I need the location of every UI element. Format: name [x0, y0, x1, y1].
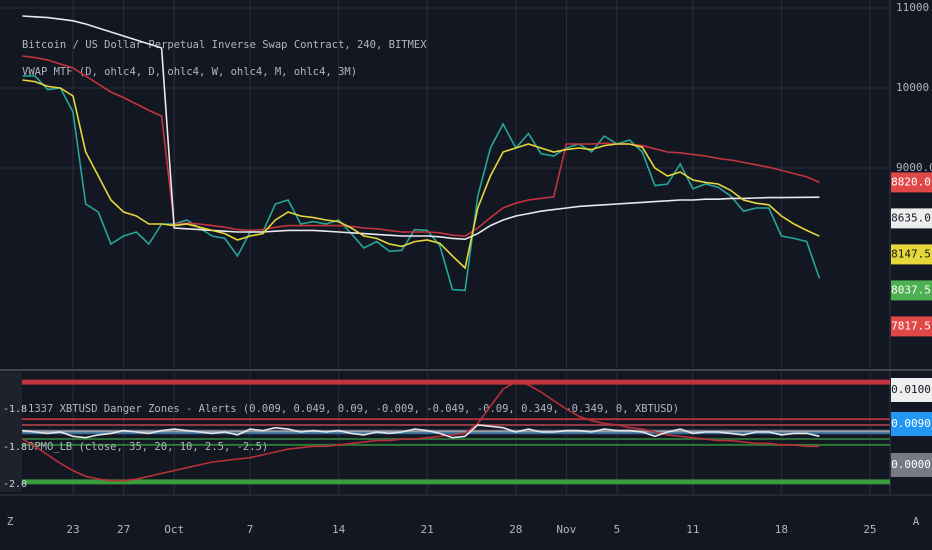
series-line — [22, 381, 820, 482]
toolbar-button[interactable]: Z — [7, 515, 14, 528]
indicator-tag-label: 0.0000 — [891, 458, 931, 471]
price-tag-label: 8037.5 — [891, 283, 931, 296]
side-label: -1.8 — [3, 404, 27, 415]
price-tag-label: 8635.0 — [891, 211, 931, 224]
toolbar — [0, 510, 932, 550]
x-tick-label: 25 — [863, 523, 876, 536]
chart-title: Bitcoin / US Dollar Perpetual Inverse Sw… — [22, 39, 427, 51]
side-panel — [0, 372, 22, 492]
y-tick-label: 9000.0 — [896, 161, 932, 174]
series-line — [22, 15, 820, 241]
indicator-tag — [891, 453, 932, 477]
side-label: -1.8 — [3, 442, 27, 453]
x-tick-label: Nov — [556, 523, 576, 536]
price-tag — [891, 172, 932, 193]
indicator-tag — [891, 412, 932, 436]
x-tick-label: 23 — [66, 523, 79, 536]
x-tick-label: 18 — [775, 523, 788, 536]
y-tick-label: 10000.0 — [896, 81, 932, 94]
price-tag — [891, 316, 932, 337]
x-tick-label: 21 — [421, 523, 434, 536]
side-label: -2.0 — [3, 479, 27, 490]
x-tick-label: 28 — [509, 523, 522, 536]
x-tick-label: 7 — [247, 523, 254, 536]
indicator-tag-label: 0.0090 — [891, 417, 931, 430]
indicator-title: VWAP MTF (D, ohlc4, D, ohlc4, W, ohlc4, … — [22, 66, 357, 78]
price-tag — [891, 208, 932, 229]
price-tag-label: 8147.5 — [891, 247, 931, 260]
series-line — [22, 424, 820, 439]
price-tag-label: 8820.0 — [891, 175, 931, 188]
series-line — [22, 79, 820, 270]
price-tag-label: 7817.5 — [891, 319, 931, 332]
y-tick-label: 11000.0 — [896, 1, 932, 14]
x-tick-label: 14 — [332, 523, 346, 536]
indicator-tag-label: 0.0100 — [891, 383, 931, 396]
price-tag — [891, 280, 932, 301]
x-tick-label: 5 — [614, 523, 621, 536]
series-line — [22, 55, 820, 237]
indicator-title: 1337 XBTUSD Danger Zones - Alerts (0.009… — [28, 403, 679, 415]
x-tick-label: 11 — [686, 523, 699, 536]
indicator-tag — [891, 378, 932, 402]
toolbar-button[interactable]: A — [913, 515, 920, 528]
price-tag — [891, 244, 932, 265]
indicator-title: DPMO_LB (close, 35, 20, 10, 2.5, -2.5) — [28, 441, 268, 453]
x-tick-label: Oct — [164, 523, 184, 536]
x-tick-label: 27 — [117, 523, 130, 536]
